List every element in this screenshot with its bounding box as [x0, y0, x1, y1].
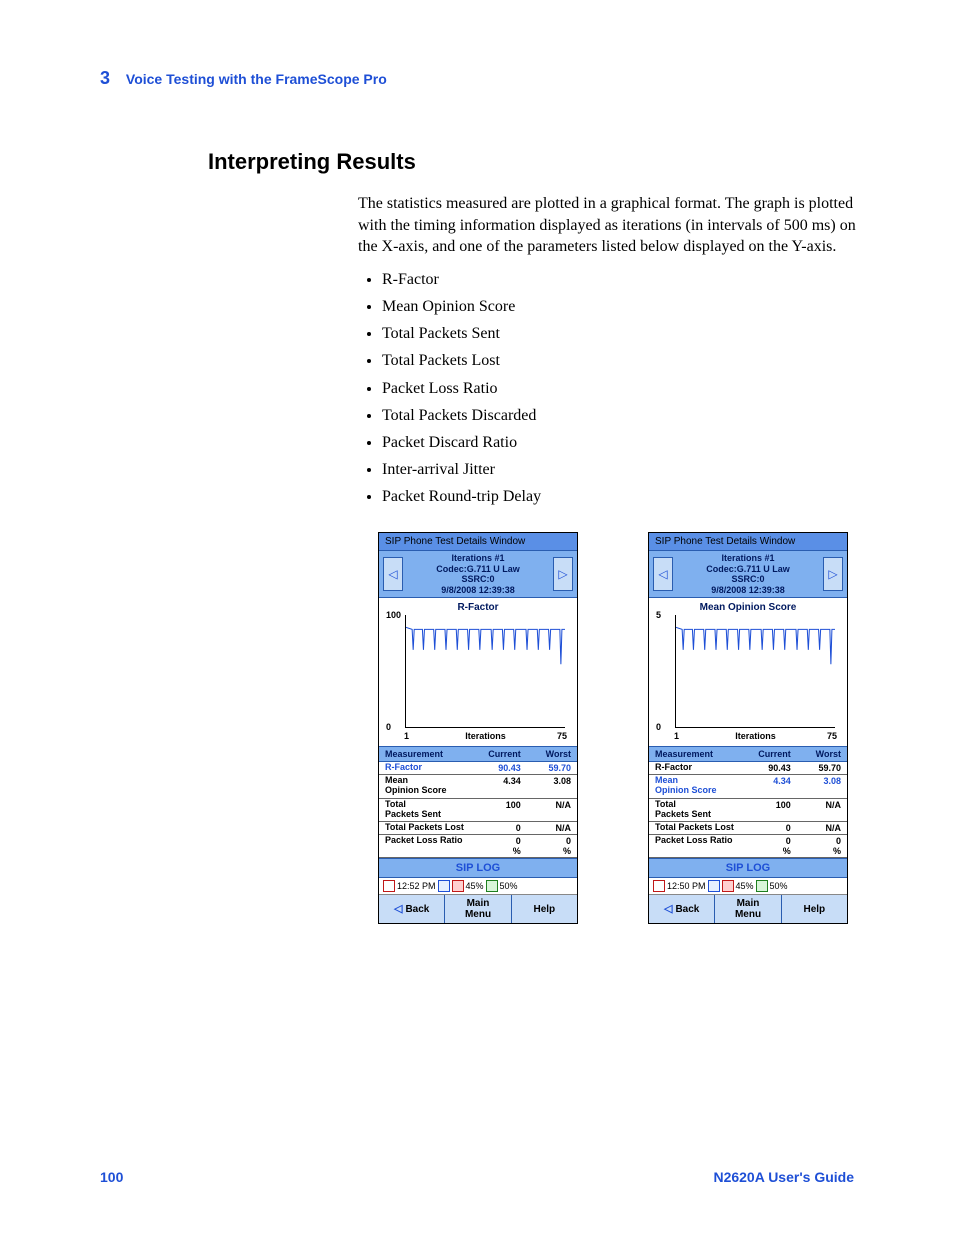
table-row: MeanOpinion Score 4.34 3.08	[649, 775, 847, 799]
intro-paragraph: The statistics measured are plotted in a…	[358, 193, 868, 258]
device-screenshot-right: SIP Phone Test Details Window ◁ Iteratio…	[648, 532, 848, 924]
table-row: TotalPackets Sent 100 N/A	[649, 799, 847, 823]
battery-icon	[438, 880, 450, 892]
chapter-header: 3 Voice Testing with the FrameScope Pro	[100, 68, 854, 89]
list-item: Total Packets Discarded	[382, 402, 882, 429]
list-item: Packet Loss Ratio	[382, 375, 882, 402]
table-row: MeanOpinion Score 4.34 3.08	[379, 775, 577, 799]
window-titlebar: SIP Phone Test Details Window	[649, 533, 847, 551]
next-arrow-button[interactable]: ▷	[553, 557, 573, 591]
back-button[interactable]: ◁Back	[649, 895, 715, 923]
x-axis-max: 75	[557, 731, 567, 741]
help-button[interactable]: Help	[782, 895, 847, 923]
status-pct1: 45%	[466, 881, 484, 891]
next-arrow-button[interactable]: ▷	[823, 557, 843, 591]
list-item: Packet Round-trip Delay	[382, 483, 882, 510]
status-pct1: 45%	[736, 881, 754, 891]
table-row: Packet Loss Ratio 0% 0%	[379, 835, 577, 858]
chart-plot-area: 100 0 1 Iterations 75	[405, 615, 565, 728]
guide-name: N2620A User's Guide	[713, 1169, 854, 1185]
list-item: R-Factor	[382, 266, 882, 293]
main-menu-button[interactable]: MainMenu	[715, 895, 781, 923]
status-time: 12:50 PM	[667, 881, 706, 891]
status-pct2: 50%	[770, 881, 788, 891]
waveform-svg	[676, 615, 835, 718]
list-item: Inter-arrival Jitter	[382, 456, 882, 483]
y-axis-max: 100	[386, 610, 401, 620]
link-status-icon	[653, 880, 665, 892]
measurements-table: R-Factor 90.43 59.70 MeanOpinion Score 4…	[649, 762, 847, 859]
info-strip: ◁ Iterations #1Codec:G.711 U LawSSRC:09/…	[379, 551, 577, 597]
status-pct2: 50%	[500, 881, 518, 891]
page-number: 100	[100, 1169, 123, 1185]
table-header: Measurement Current Worst	[379, 747, 577, 762]
y-axis-min: 0	[386, 722, 391, 732]
table-row: TotalPackets Sent 100 N/A	[379, 799, 577, 823]
table-row: Total Packets Lost 0 N/A	[649, 822, 847, 835]
status-time: 12:52 PM	[397, 881, 436, 891]
prev-arrow-button[interactable]: ◁	[653, 557, 673, 591]
list-item: Total Packets Lost	[382, 347, 882, 374]
x-axis-label: Iterations	[406, 731, 565, 741]
iteration-info: Iterations #1Codec:G.711 U LawSSRC:09/8/…	[673, 553, 823, 594]
waveform-svg	[406, 615, 565, 718]
x-axis-label: Iterations	[676, 731, 835, 741]
sip-log-button[interactable]: SIP LOG	[649, 858, 847, 878]
help-button[interactable]: Help	[512, 895, 577, 923]
alert-icon	[722, 880, 734, 892]
chapter-number: 3	[100, 68, 110, 88]
screenshot-figures: SIP Phone Test Details Window ◁ Iteratio…	[378, 532, 854, 924]
main-menu-button[interactable]: MainMenu	[445, 895, 511, 923]
prev-arrow-button[interactable]: ◁	[383, 557, 403, 591]
window-titlebar: SIP Phone Test Details Window	[379, 533, 577, 551]
back-arrow-icon: ◁	[664, 903, 672, 915]
iteration-info: Iterations #1Codec:G.711 U LawSSRC:09/8/…	[403, 553, 553, 594]
y-axis-max: 5	[656, 610, 661, 620]
chart-panel: Mean Opinion Score 5 0 1 Iterations 75	[649, 598, 847, 747]
link-status-icon	[383, 880, 395, 892]
battery-icon	[708, 880, 720, 892]
soft-key-bar: ◁Back MainMenu Help	[649, 895, 847, 923]
table-row: R-Factor 90.43 59.70	[649, 762, 847, 775]
memory-icon	[486, 880, 498, 892]
y-axis-min: 0	[656, 722, 661, 732]
info-strip: ◁ Iterations #1Codec:G.711 U LawSSRC:09/…	[649, 551, 847, 597]
page-footer: 100 N2620A User's Guide	[100, 1169, 854, 1185]
alert-icon	[452, 880, 464, 892]
memory-icon	[756, 880, 768, 892]
list-item: Packet Discard Ratio	[382, 429, 882, 456]
status-bar: 12:50 PM 45% 50%	[649, 878, 847, 895]
chart-plot-area: 5 0 1 Iterations 75	[675, 615, 835, 728]
section-title: Interpreting Results	[208, 149, 854, 175]
table-header: Measurement Current Worst	[649, 747, 847, 762]
chart-title: Mean Opinion Score	[657, 602, 839, 613]
status-bar: 12:52 PM 45% 50%	[379, 878, 577, 895]
sip-log-button[interactable]: SIP LOG	[379, 858, 577, 878]
list-item: Mean Opinion Score	[382, 293, 882, 320]
measurements-table: R-Factor 90.43 59.70 MeanOpinion Score 4…	[379, 762, 577, 859]
list-item: Total Packets Sent	[382, 320, 882, 347]
chart-title: R-Factor	[387, 602, 569, 613]
chart-panel: R-Factor 100 0 1 Iterations 75	[379, 598, 577, 747]
chapter-title: Voice Testing with the FrameScope Pro	[126, 71, 387, 87]
table-row: Total Packets Lost 0 N/A	[379, 822, 577, 835]
table-row: R-Factor 90.43 59.70	[379, 762, 577, 775]
parameter-list: R-FactorMean Opinion ScoreTotal Packets …	[358, 266, 882, 511]
x-axis-max: 75	[827, 731, 837, 741]
back-button[interactable]: ◁Back	[379, 895, 445, 923]
table-row: Packet Loss Ratio 0% 0%	[649, 835, 847, 858]
back-arrow-icon: ◁	[394, 903, 402, 915]
soft-key-bar: ◁Back MainMenu Help	[379, 895, 577, 923]
device-screenshot-left: SIP Phone Test Details Window ◁ Iteratio…	[378, 532, 578, 924]
